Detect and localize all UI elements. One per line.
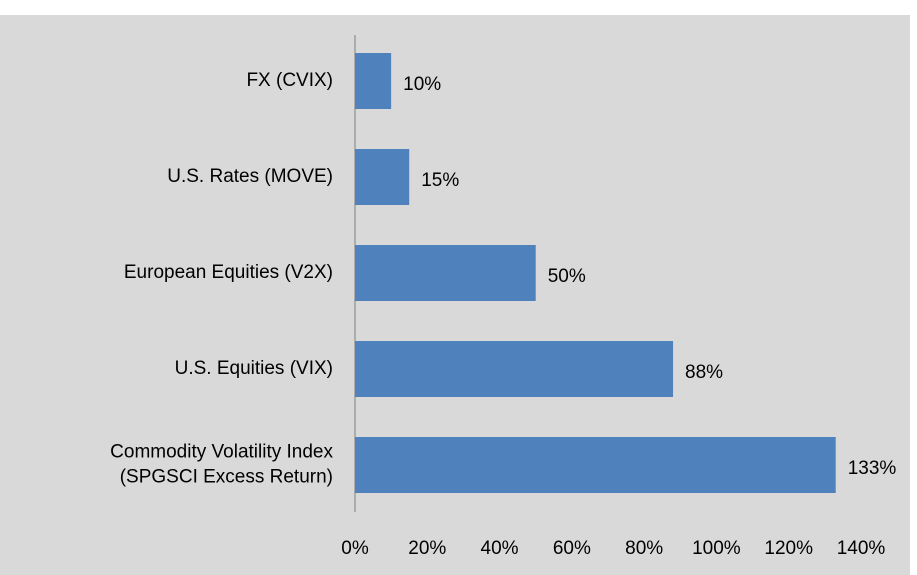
y-tick-label: U.S. Rates (MOVE) <box>167 166 333 187</box>
y-tick-label: Commodity Volatility Index <box>110 442 333 463</box>
x-tick-label: 100% <box>692 538 741 559</box>
y-tick-label: FX (CVIX) <box>246 70 333 91</box>
y-tick-label: European Equities (V2X) <box>124 262 333 283</box>
bar <box>355 437 836 493</box>
x-tick-label: 140% <box>837 538 886 559</box>
y-tick-label: U.S. Equities (VIX) <box>175 358 333 379</box>
value-label: 50% <box>548 266 586 287</box>
y-tick-label: (SPGSCI Excess Return) <box>120 467 333 488</box>
bar <box>355 245 536 301</box>
x-tick-label: 60% <box>553 538 591 559</box>
x-tick-label: 120% <box>764 538 813 559</box>
bar <box>355 149 410 205</box>
x-tick-label: 80% <box>625 538 663 559</box>
x-tick-label: 20% <box>408 538 446 559</box>
x-tick-label: 40% <box>481 538 519 559</box>
value-label: 15% <box>421 170 459 191</box>
value-label: 88% <box>685 362 723 383</box>
value-label: 10% <box>403 74 441 95</box>
x-tick-label: 0% <box>341 538 369 559</box>
bar <box>355 53 392 109</box>
value-label: 133% <box>848 458 897 479</box>
bar <box>355 341 674 397</box>
